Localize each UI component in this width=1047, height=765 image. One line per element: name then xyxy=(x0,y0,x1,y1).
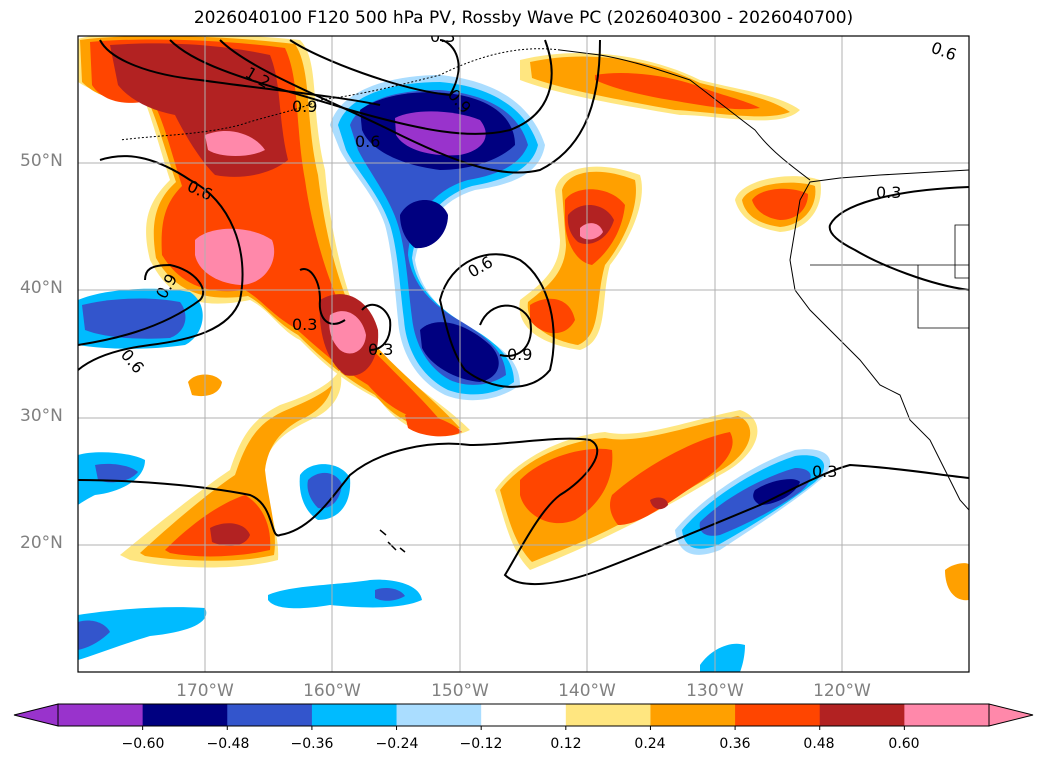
colorbar-cell xyxy=(481,704,567,726)
coastlines xyxy=(119,48,969,553)
lon-label-140w: 140°W xyxy=(558,681,616,701)
contour-label: 0.3 xyxy=(292,315,317,334)
pv-region-neg-blue xyxy=(350,90,528,385)
contour-label: 0.3 xyxy=(812,462,837,481)
pv-region-sw-dark xyxy=(210,523,250,546)
colorbar-cell xyxy=(904,704,990,726)
contour-label: 0.9 xyxy=(507,345,532,364)
colorbar-tick: −0.60 xyxy=(121,736,165,752)
contour-10 xyxy=(479,304,532,357)
lat-label-50n: 50°N xyxy=(20,151,63,171)
contour-label: 0.6 xyxy=(355,132,380,151)
pv-region-w-neg4b xyxy=(375,588,405,601)
colorbar xyxy=(13,703,1034,730)
pv-region-st-red xyxy=(520,432,733,525)
hawaii-islands xyxy=(379,529,406,553)
map-title: 2026040100 F120 500 hPa PV, Rossby Wave … xyxy=(193,8,854,28)
pv-region-nw-pink1 xyxy=(205,130,265,156)
colorbar-cell xyxy=(142,704,228,726)
pv-region-s-neg xyxy=(700,643,745,672)
pv-region-neg-navy2 xyxy=(400,200,448,249)
contour-8 xyxy=(361,303,392,351)
colorbar-extend-high xyxy=(988,703,1034,727)
coastline-na-west xyxy=(789,169,969,511)
colorbar-cell xyxy=(58,704,144,726)
lon-label-170w: 170°W xyxy=(176,681,234,701)
contour-12 xyxy=(828,186,969,291)
colorbar-tick: 0.12 xyxy=(550,736,582,752)
colorbar-frame xyxy=(57,703,990,727)
colorbar-tick: 0.48 xyxy=(803,736,835,752)
lon-label-130w: 130°W xyxy=(686,681,744,701)
colorbar-tick: −0.36 xyxy=(290,736,334,752)
pv-region-w-neg2-b xyxy=(95,463,138,483)
lat-label-40n: 40°N xyxy=(20,278,63,298)
contour-2 xyxy=(169,39,553,135)
contour-label: 0.3 xyxy=(430,27,455,46)
lon-label-150w: 150°W xyxy=(431,681,489,701)
colorbar-extend-low xyxy=(13,703,59,727)
state-border-2 xyxy=(917,265,969,329)
coastline-alaska xyxy=(119,48,561,141)
contour-11 xyxy=(78,437,969,585)
lat-label-20n: 20°N xyxy=(20,533,63,553)
contour-label: 0.9 xyxy=(292,97,317,116)
pv-region-se-neg-navy xyxy=(753,479,800,505)
lon-label-160w: 160°W xyxy=(303,681,361,701)
pv-region-w-neg1-b xyxy=(82,298,186,339)
state-border-3 xyxy=(954,224,969,279)
pv-region-st-dark xyxy=(650,497,668,510)
colorbar-cell xyxy=(227,704,313,726)
pv-region-sw-orange xyxy=(140,385,332,561)
pv-region-nw-pink2 xyxy=(195,228,275,285)
colorbar-cell xyxy=(819,704,905,726)
colorbar-tick: −0.12 xyxy=(459,736,503,752)
contour-5 xyxy=(78,155,244,371)
lat-label-30n: 30°N xyxy=(20,406,63,426)
pv-region-c-pink xyxy=(329,311,366,354)
pv-region-w-neg3-b xyxy=(307,472,342,509)
colorbar-cell xyxy=(650,704,736,726)
map-panel: 1.2 0.9 0.6 0.6 0.9 0.3 0.3 0.6 0.9 0.3 … xyxy=(77,27,970,673)
colorbar-tick: 0.24 xyxy=(634,736,666,752)
coastline-bc xyxy=(559,49,811,181)
pv-region-nw-red xyxy=(90,39,440,421)
contour-label: 0.3 xyxy=(368,340,393,359)
pv-region-ne2-red xyxy=(752,188,808,220)
colorbar-cell xyxy=(565,704,651,726)
contour-label: 0.3 xyxy=(876,183,901,202)
pv-region-small-orange2 xyxy=(405,413,462,437)
pv-region-w-neg4 xyxy=(268,579,422,609)
colorbar-tick: 0.36 xyxy=(719,736,751,752)
pv-region-w-neg5b xyxy=(78,620,110,650)
colorbar-cell xyxy=(311,704,398,726)
contour-7 xyxy=(299,268,346,325)
contour-9 xyxy=(438,253,555,388)
colorbar-cell xyxy=(735,704,821,726)
contour-4 xyxy=(289,39,460,97)
contour-1 xyxy=(99,39,381,106)
pv-region-neg-navy3 xyxy=(420,322,499,382)
colorbar-tick: −0.48 xyxy=(206,736,250,752)
colorbar-cell xyxy=(396,704,482,726)
colorbar-tick: −0.24 xyxy=(375,736,419,752)
colorbar-tick: 0.60 xyxy=(888,736,920,752)
pv-region-ne-red xyxy=(595,73,760,110)
pv-shading xyxy=(78,36,969,672)
map-frame xyxy=(77,35,970,673)
pv-region-w-neg5 xyxy=(78,607,207,660)
lon-label-120w: 120°W xyxy=(813,681,871,701)
pv-region-edge-orange xyxy=(945,563,969,601)
pv-region-ce-pink xyxy=(580,223,603,240)
graticule xyxy=(78,36,969,672)
